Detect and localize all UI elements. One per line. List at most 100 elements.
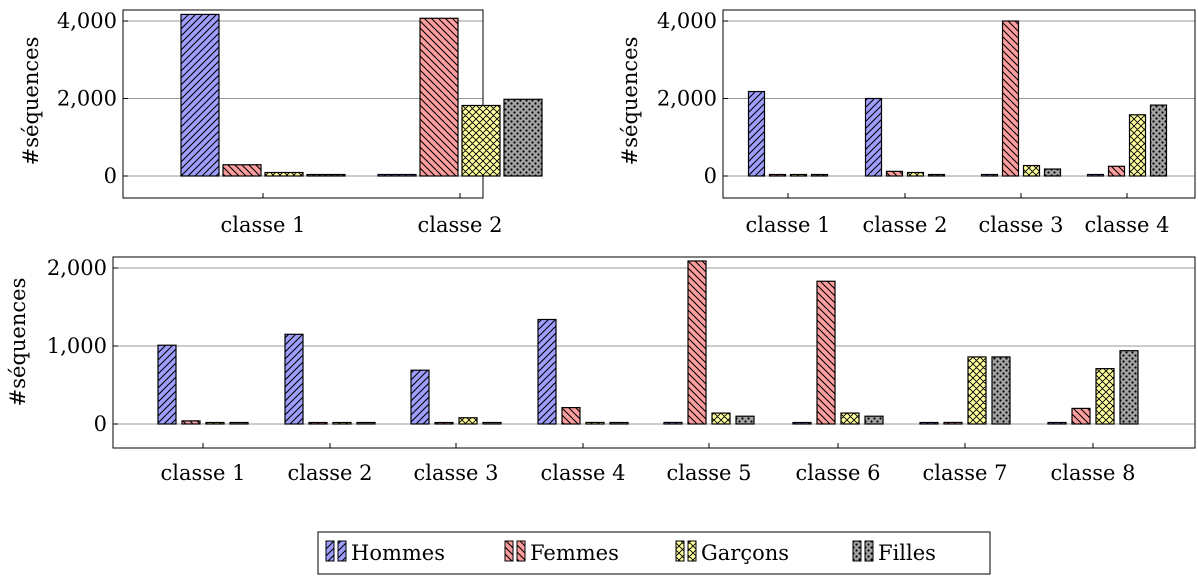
bar-femmes-classe-3: [434, 421, 454, 425]
legend-entry-hommes: Hommes: [325, 540, 445, 565]
bar-femmes-classe-2: [419, 17, 459, 177]
bar-filles-classe-1: [306, 173, 346, 177]
bar-femmes-classe-1: [181, 420, 201, 425]
bar-garcons-classe-1: [205, 421, 225, 425]
x-tick-label-classe-1: classe 1: [160, 461, 245, 485]
legend-label-filles: Filles: [878, 541, 936, 565]
y-axis-label: #séquences: [6, 278, 30, 407]
bar-femmes-classe-1: [222, 164, 262, 177]
chart-top-left: 0 2,000 4,000 #séquences classe 1 classe 2: [19, 9, 543, 237]
bar-garcons-classe-1: [264, 171, 304, 177]
bar-hommes-classe-1: [747, 90, 766, 177]
legend-entry-femmes: Femmes: [504, 540, 619, 565]
x-tick-label-classe-1: classe 1: [745, 213, 830, 237]
bar-garcons-classe-8: [1095, 368, 1115, 425]
x-tick-label-classe-2: classe 2: [862, 213, 947, 237]
bar-filles-classe-8: [1119, 350, 1139, 425]
y-tick-label-1: 1,000: [47, 334, 107, 358]
bar-garcons-classe-5: [711, 412, 731, 425]
y-tick-label-0: 0: [704, 164, 717, 188]
bar-garcons-classe-1: [789, 173, 808, 177]
bar-hommes-classe-2: [377, 173, 417, 177]
bar-femmes-classe-3: [1001, 20, 1020, 177]
bar-filles-classe-6: [864, 415, 884, 425]
legend: Hommes Femmes Garçons Filles: [317, 531, 991, 575]
bar-hommes-classe-8: [1047, 421, 1067, 425]
bar-hommes-classe-5: [663, 421, 683, 425]
legend-swatch-filles-a: [852, 540, 862, 562]
bar-hommes-classe-7: [919, 421, 939, 425]
bar-hommes-classe-6: [792, 421, 812, 425]
legend-swatch-garcons-a: [675, 540, 685, 562]
bar-garcons-classe-3: [1022, 164, 1041, 177]
y-tick-label-0: 0: [94, 412, 107, 436]
x-tick-label-classe-8: classe 8: [1050, 461, 1135, 485]
y-axis-label: #séquences: [618, 37, 642, 166]
bar-hommes-classe-2: [864, 97, 883, 177]
bar-garcons-classe-4: [1128, 114, 1147, 177]
plot-frame: [122, 9, 484, 199]
legend-entry-garcons: Garçons: [675, 540, 789, 565]
y-tick-label-1: 2,000: [657, 87, 717, 111]
y-tick-label-1: 2,000: [57, 87, 117, 111]
legend-box: [317, 531, 991, 575]
legend-swatch-hommes-a: [325, 540, 335, 562]
bar-filles-classe-1: [810, 173, 829, 177]
bar-femmes-classe-6: [816, 280, 836, 425]
x-tick-label-classe-6: classe 6: [795, 461, 880, 485]
x-tick-label-classe-2: classe 2: [417, 213, 502, 237]
x-tick-label-classe-7: classe 7: [922, 461, 1007, 485]
legend-entry-filles: Filles: [852, 540, 936, 565]
bar-hommes-classe-2: [284, 333, 304, 425]
plot-frame: [112, 256, 1196, 449]
bar-garcons-classe-2: [461, 104, 501, 177]
chart-top-right: 0 2,000 4,000 #séquences classe 1 classe 2 cla…: [618, 9, 1196, 237]
bar-filles-classe-1: [229, 421, 249, 425]
bar-hommes-classe-1: [180, 13, 220, 177]
x-tick-label-classe-4: classe 4: [540, 461, 625, 485]
bar-filles-classe-5: [735, 415, 755, 425]
bar-femmes-classe-8: [1071, 407, 1091, 425]
bar-filles-classe-4: [609, 421, 629, 425]
legend-label-hommes: Hommes: [351, 541, 445, 565]
bar-filles-classe-3: [482, 421, 502, 425]
bar-filles-classe-2: [503, 98, 543, 177]
x-tick-label-classe-3: classe 3: [413, 461, 498, 485]
x-tick-label-classe-2: classe 2: [287, 461, 372, 485]
x-tick-label-classe-1: classe 1: [220, 213, 305, 237]
legend-label-garcons: Garçons: [701, 541, 789, 565]
bar-garcons-classe-4: [585, 421, 605, 425]
bar-hommes-classe-1: [157, 344, 177, 425]
bar-femmes-classe-5: [687, 260, 707, 425]
bar-garcons-classe-7: [967, 356, 987, 425]
bar-hommes-classe-3: [410, 369, 430, 425]
bar-filles-classe-3: [1043, 168, 1062, 177]
bar-garcons-classe-2: [332, 421, 352, 425]
bar-filles-classe-2: [927, 173, 946, 177]
chart-bottom: 0 1,000 2,000 #séquences classe 1 classe 2 cla…: [6, 256, 1196, 485]
bar-hommes-classe-4: [1086, 173, 1105, 177]
bar-filles-classe-7: [991, 356, 1011, 425]
legend-swatch-femmes-a: [504, 540, 514, 562]
legend-swatch-femmes-b: [516, 540, 526, 562]
bar-hommes-classe-3: [980, 173, 999, 177]
x-tick-label-classe-4: classe 4: [1084, 213, 1169, 237]
bar-filles-classe-4: [1149, 104, 1168, 177]
x-tick-label-classe-3: classe 3: [978, 213, 1063, 237]
plot-frame: [722, 9, 1196, 199]
legend-label-femmes: Femmes: [530, 541, 619, 565]
bar-garcons-classe-3: [458, 417, 478, 425]
legend-swatch-garcons-b: [687, 540, 697, 562]
bar-femmes-classe-7: [943, 421, 963, 425]
legend-swatch-hommes-b: [337, 540, 347, 562]
y-tick-label-2: 4,000: [57, 9, 117, 33]
y-tick-label-2: 2,000: [47, 256, 107, 280]
legend-swatch-filles-b: [864, 540, 874, 562]
y-tick-label-2: 4,000: [657, 9, 717, 33]
bar-garcons-classe-6: [840, 412, 860, 425]
bar-filles-classe-2: [356, 421, 376, 425]
y-axis-label: #séquences: [19, 37, 43, 166]
bar-garcons-classe-2: [906, 171, 925, 177]
bar-femmes-classe-4: [1107, 165, 1126, 177]
